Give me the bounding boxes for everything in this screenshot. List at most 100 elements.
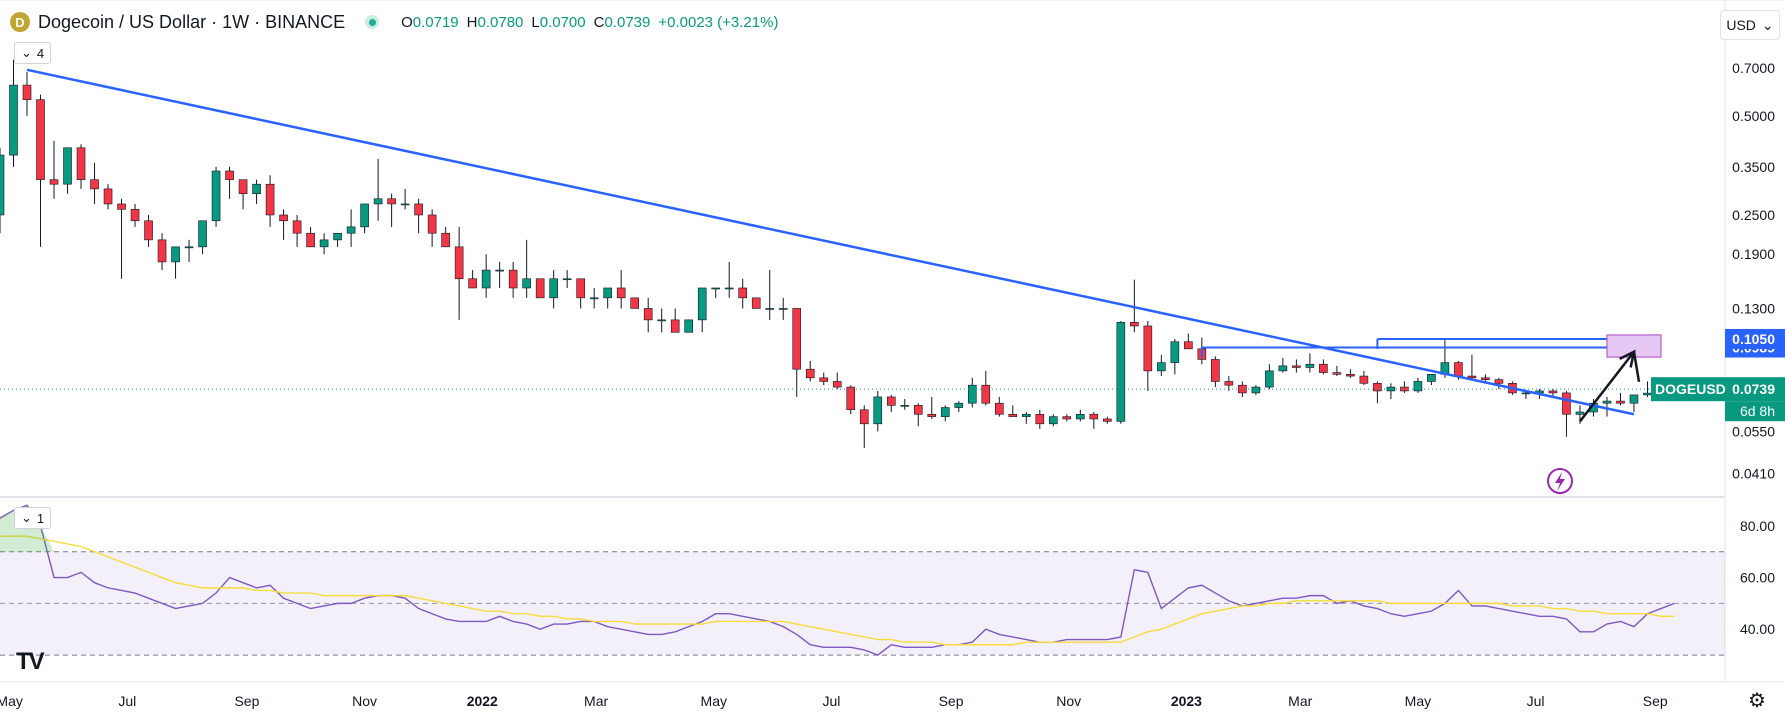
candle-body xyxy=(1224,381,1234,386)
rsi-axis-tick-label: 40.00 xyxy=(1740,621,1775,637)
candle-body xyxy=(319,239,329,248)
time-axis-tick-label: Sep xyxy=(1643,693,1668,709)
candle-body xyxy=(1076,413,1085,420)
candle-body xyxy=(387,198,396,205)
candle-body xyxy=(819,377,829,382)
candle-body xyxy=(1089,413,1099,420)
candle-body xyxy=(279,214,288,222)
candle-body xyxy=(832,381,842,388)
candle-body xyxy=(751,297,761,309)
time-axis-tick-label: 2022 xyxy=(467,693,498,709)
chevron-down-icon: ⌄ xyxy=(1761,16,1774,33)
candle-body xyxy=(90,179,99,190)
candle-body xyxy=(1481,377,1490,380)
price-pane-collapse-button[interactable]: ⌄ 4 xyxy=(14,42,52,64)
candle-body xyxy=(252,183,261,195)
candle-body xyxy=(1062,416,1072,420)
projection-arrow xyxy=(1578,351,1635,423)
price-axis-tick-label: 0.2500 xyxy=(1732,207,1775,223)
ohlc-close-value: 0.0739 xyxy=(604,13,651,31)
chevron-down-icon: ⌄ xyxy=(21,45,32,60)
candle-body xyxy=(616,287,626,299)
gear-icon[interactable]: ⚙ xyxy=(1748,690,1766,712)
time-axis-tick-label: Jul xyxy=(1527,693,1545,709)
candle-body xyxy=(670,319,680,333)
candle-body xyxy=(805,368,815,379)
price-axis-tick-label: 0.0410 xyxy=(1732,465,1775,481)
ohlc-open-value: 0.0719 xyxy=(412,13,459,31)
market-status-icon[interactable] xyxy=(365,15,380,29)
time-axis-tick-label: Sep xyxy=(234,693,259,709)
time-axis-tick-label: 2023 xyxy=(1171,693,1202,709)
candle-body xyxy=(1359,375,1369,384)
lightning-icon xyxy=(1547,468,1573,494)
candle-body xyxy=(481,269,491,289)
price-axis-tick-label: 0.0550 xyxy=(1732,423,1775,439)
candle-body xyxy=(22,84,32,100)
price-axis-tick-label: 0.1300 xyxy=(1732,300,1775,316)
candle-body xyxy=(1562,392,1571,415)
candle-body xyxy=(130,209,140,222)
time-axis-tick-label: Nov xyxy=(1056,693,1081,709)
candle-body xyxy=(292,220,302,234)
symbol-header: D Dogecoin / US Dollar · 1W · BINANCE O0… xyxy=(10,8,778,36)
time-axis-tick-label: Jul xyxy=(823,693,841,709)
candle-body xyxy=(1548,390,1558,394)
candle-body xyxy=(400,203,410,206)
candle-body xyxy=(508,269,518,289)
candle-body xyxy=(630,297,639,309)
tradingview-logo[interactable]: TV xyxy=(16,648,45,675)
candle-body xyxy=(522,278,531,289)
candle-body xyxy=(1265,370,1274,388)
candle-body xyxy=(1251,386,1261,394)
candle-body xyxy=(1629,394,1639,404)
lightning-icon-ring xyxy=(1547,468,1573,494)
last-price-symbol: DOGEUSD xyxy=(1655,381,1726,397)
candle-body xyxy=(549,278,558,299)
candle-body xyxy=(333,232,342,241)
rsi-pane-collapse-button[interactable]: ⌄ 1 xyxy=(14,507,52,529)
level-price-tag xyxy=(1725,328,1785,349)
candle-body xyxy=(1454,362,1463,377)
candle-body xyxy=(63,147,72,185)
candle-body xyxy=(1021,413,1031,417)
candle-body xyxy=(873,396,883,425)
last-price-value: 0.0739 xyxy=(1732,381,1775,397)
candle-body xyxy=(927,413,937,417)
ohlc-high-value: 0.0780 xyxy=(477,13,524,31)
candle-body xyxy=(1427,374,1436,382)
candle-body xyxy=(1130,321,1139,327)
price-axis-tick-label: 0.3500 xyxy=(1732,159,1775,175)
candle-body xyxy=(1008,413,1018,417)
candle-body xyxy=(1616,400,1625,404)
candle-body xyxy=(454,246,464,280)
ohlc-close-label: C xyxy=(593,13,605,31)
time-axis-tick-label: May xyxy=(1405,693,1431,709)
candle-body xyxy=(1278,365,1288,372)
currency-selector[interactable]: USD ⌄ xyxy=(1720,10,1780,40)
candle-body xyxy=(373,198,383,205)
candle-body xyxy=(1319,363,1328,373)
candle-body xyxy=(1602,400,1612,404)
ohlc-change-value: +0.0023 (+3.21%) xyxy=(658,13,779,31)
candle-body xyxy=(589,297,599,300)
candle-body xyxy=(184,246,194,249)
candle-body xyxy=(441,232,450,248)
candle-body xyxy=(657,319,666,322)
candle-body xyxy=(1143,325,1153,372)
candle-body xyxy=(1184,341,1193,350)
symbol-title[interactable]: Dogecoin / US Dollar · 1W · BINANCE xyxy=(38,11,346,32)
indicator-count: 4 xyxy=(36,45,45,61)
time-axis-tick-label: Mar xyxy=(584,693,608,709)
candle-body xyxy=(765,308,775,310)
candle-body xyxy=(562,278,572,281)
candle-body xyxy=(697,287,707,321)
ohlc-low-label: L xyxy=(531,13,540,31)
countdown-tag xyxy=(1725,401,1785,422)
arrow-head-tail xyxy=(1632,351,1641,382)
price-axis-tick-label: 0.1900 xyxy=(1732,246,1775,262)
time-axis-tick-label: Jul xyxy=(118,693,136,709)
candle-body xyxy=(859,409,869,425)
